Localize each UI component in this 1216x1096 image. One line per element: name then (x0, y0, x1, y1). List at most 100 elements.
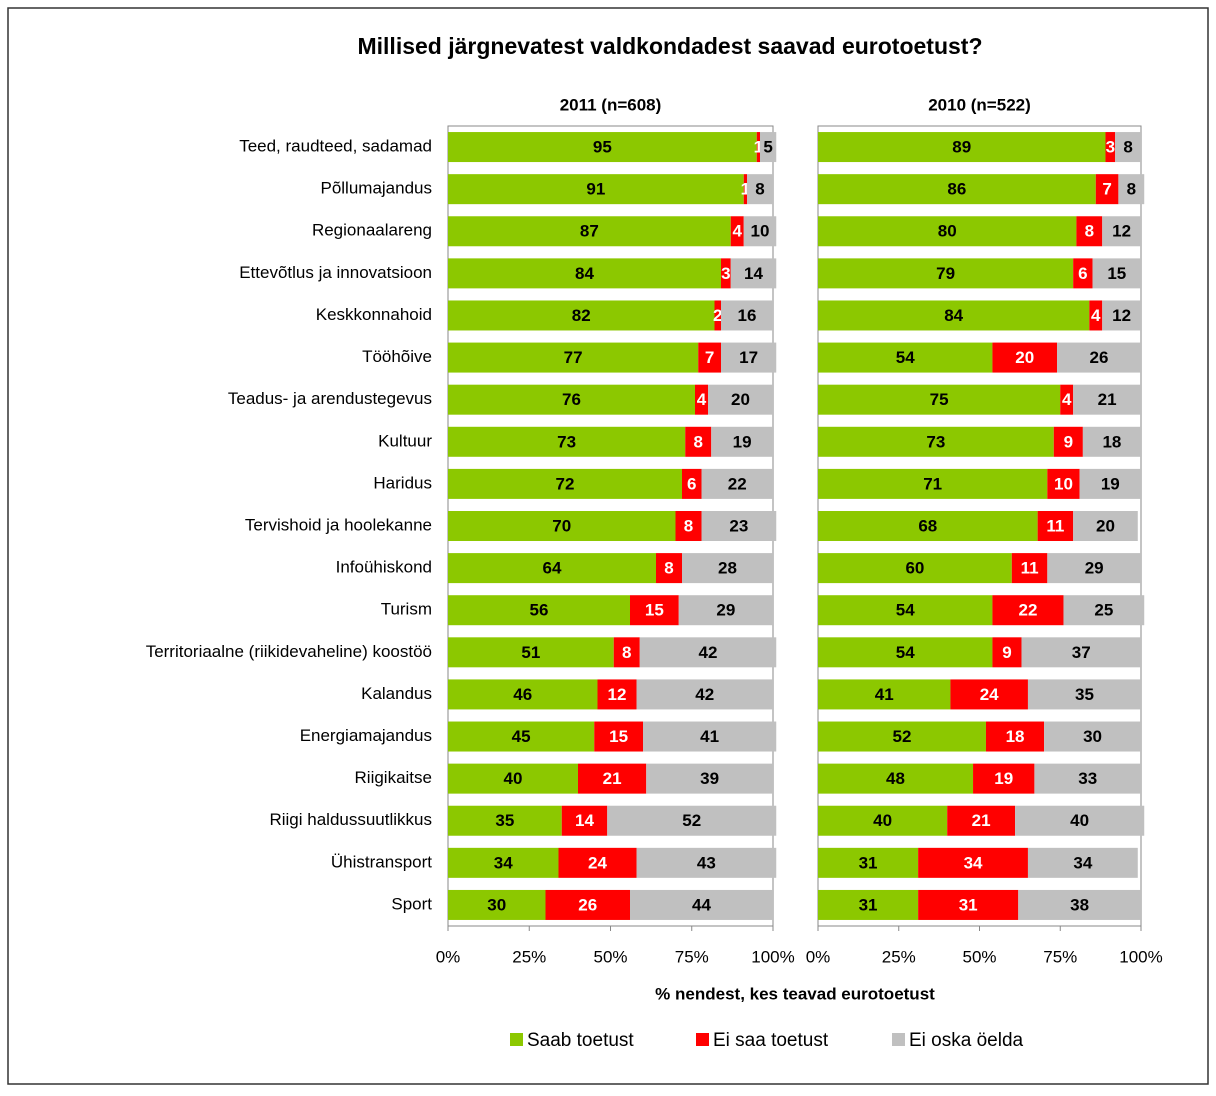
bar-segment (985, 721, 1045, 752)
bar-segment (721, 258, 731, 289)
value-label: 8 (684, 516, 693, 535)
value-label: 18 (1102, 432, 1121, 451)
bar-segment (558, 847, 637, 878)
value-label: 34 (964, 853, 983, 872)
x-axis-label: % nendest, kes teavad eurotoetust (655, 984, 935, 1003)
bar-segment (607, 805, 777, 836)
bar-segment (1092, 258, 1141, 289)
panel-title: 2010 (n=522) (928, 95, 1031, 114)
bar-segment (643, 721, 777, 752)
bar-segment (947, 805, 1016, 836)
value-label: 26 (578, 895, 597, 914)
bar-segment (1047, 468, 1080, 499)
value-label: 41 (875, 685, 894, 704)
category-label: Energiamajandus (300, 726, 432, 745)
value-label: 40 (504, 769, 523, 788)
bar-segment (682, 553, 773, 584)
value-label: 11 (1046, 516, 1064, 535)
value-label: 54 (896, 643, 915, 662)
bar-segment (701, 511, 777, 541)
frame (7, 7, 1209, 1085)
bar-segment (818, 553, 1012, 584)
bar-segment (818, 721, 986, 752)
value-label: 68 (918, 516, 937, 535)
bar-segment (448, 174, 744, 205)
bar-segment (818, 342, 993, 373)
value-label: 21 (603, 769, 622, 788)
value-label: 40 (873, 811, 892, 830)
bar-segment (448, 132, 757, 163)
value-label: 4 (1062, 390, 1072, 409)
x-tick-label: 75% (675, 947, 709, 966)
value-label: 26 (1090, 348, 1109, 367)
bar-segment (1057, 342, 1141, 373)
bar-segment (818, 174, 1096, 205)
bar-segment (1102, 300, 1141, 331)
value-label: 22 (1018, 601, 1037, 620)
bar-segment (1076, 216, 1103, 247)
value-label: 37 (1072, 643, 1091, 662)
legend-swatch (510, 1033, 523, 1046)
bar-segment (636, 679, 773, 710)
value-label: 43 (697, 853, 716, 872)
bar-segment (818, 384, 1061, 415)
x-tick-label: 25% (882, 947, 916, 966)
legend-label: Saab toetust (527, 1030, 634, 1051)
bar-segment (818, 258, 1074, 289)
bar-segment (448, 342, 699, 373)
value-label: 34 (494, 853, 513, 872)
bar-segment (818, 426, 1054, 457)
bar-segment (448, 805, 562, 836)
bar-segment (992, 595, 1064, 626)
bar-segment (1015, 805, 1145, 836)
value-label: 21 (972, 811, 991, 830)
bar-segment (818, 805, 948, 836)
value-label: 48 (886, 769, 905, 788)
value-label: 42 (699, 643, 718, 662)
bar-segment (448, 679, 598, 710)
x-tick-label: 50% (593, 947, 627, 966)
category-label: Riigi haldussuutlikkus (269, 810, 432, 829)
value-label: 38 (1070, 895, 1089, 914)
category-label: Põllumajandus (320, 179, 432, 198)
bar-segment (1073, 258, 1093, 289)
bar-segment (448, 216, 731, 247)
category-label: Tervishoid ja hoolekanne (245, 515, 432, 534)
bar-segment (714, 300, 721, 331)
bar-segment (561, 805, 608, 836)
bar-segment (711, 426, 773, 457)
value-label: 14 (575, 811, 594, 830)
value-label: 40 (1070, 811, 1089, 830)
value-label: 3 (721, 264, 730, 283)
value-label: 8 (694, 432, 703, 451)
bar-segment (818, 679, 951, 710)
category-label: Territoriaalne (riikidevaheline) koostöö (146, 642, 432, 661)
bar-segment (448, 595, 630, 626)
value-label: 15 (1107, 264, 1126, 283)
bar-segment (743, 216, 777, 247)
value-label: 11 (1021, 559, 1039, 578)
bar-segment (448, 511, 676, 541)
value-label: 84 (575, 264, 594, 283)
bar-segment (992, 637, 1022, 668)
category-label: Turism (381, 600, 432, 619)
value-label: 46 (513, 685, 532, 704)
value-label: 3 (1106, 138, 1115, 157)
value-label: 28 (718, 559, 737, 578)
x-tick-label: 25% (512, 947, 546, 966)
value-label: 31 (859, 853, 878, 872)
bar-segment (1044, 721, 1141, 752)
value-label: 82 (572, 306, 591, 325)
bar-segment (818, 216, 1077, 247)
bar-segment (721, 300, 773, 331)
value-label: 71 (923, 474, 942, 493)
bar-segment (646, 763, 773, 794)
value-label: 35 (495, 811, 514, 830)
bar-segment (818, 595, 993, 626)
value-label: 6 (687, 474, 696, 493)
value-label: 31 (959, 895, 978, 914)
value-label: 73 (926, 432, 945, 451)
bar-segment (760, 132, 777, 163)
bar-segment (950, 679, 1028, 710)
legend-label: Ei saa toetust (713, 1030, 829, 1051)
